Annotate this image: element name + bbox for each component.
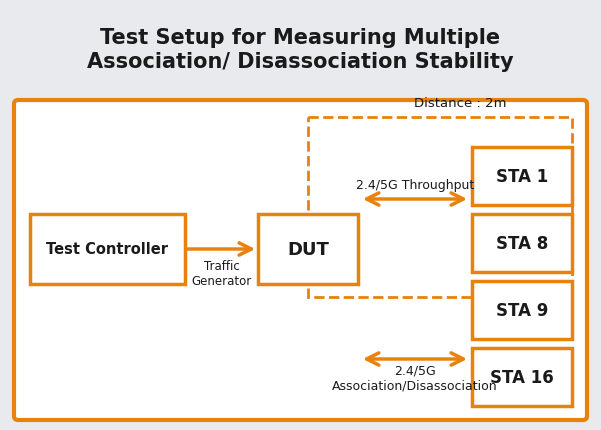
- Text: STA 9: STA 9: [496, 301, 548, 319]
- Bar: [30, 215, 185, 284]
- Text: 2.4/5G Throughput: 2.4/5G Throughput: [356, 178, 474, 191]
- Bar: [472, 215, 572, 272]
- Bar: [472, 281, 572, 339]
- Bar: [472, 147, 572, 206]
- Text: 2.4/5G
Association/Disassociation: 2.4/5G Association/Disassociation: [332, 364, 498, 392]
- Text: Test Controller: Test Controller: [46, 242, 168, 257]
- Text: Traffic
Generator: Traffic Generator: [191, 259, 252, 287]
- Bar: [308, 118, 572, 297]
- Text: STA 8: STA 8: [496, 234, 548, 252]
- Bar: [258, 215, 358, 284]
- Text: DUT: DUT: [287, 240, 329, 258]
- Text: STA 1: STA 1: [496, 168, 548, 186]
- Text: Test Setup for Measuring Multiple
Association/ Disassociation Stability: Test Setup for Measuring Multiple Associ…: [87, 28, 513, 71]
- Text: STA 16: STA 16: [490, 368, 554, 386]
- Bar: [472, 348, 572, 406]
- Text: Distance : 2m: Distance : 2m: [413, 97, 506, 110]
- FancyBboxPatch shape: [14, 101, 587, 420]
